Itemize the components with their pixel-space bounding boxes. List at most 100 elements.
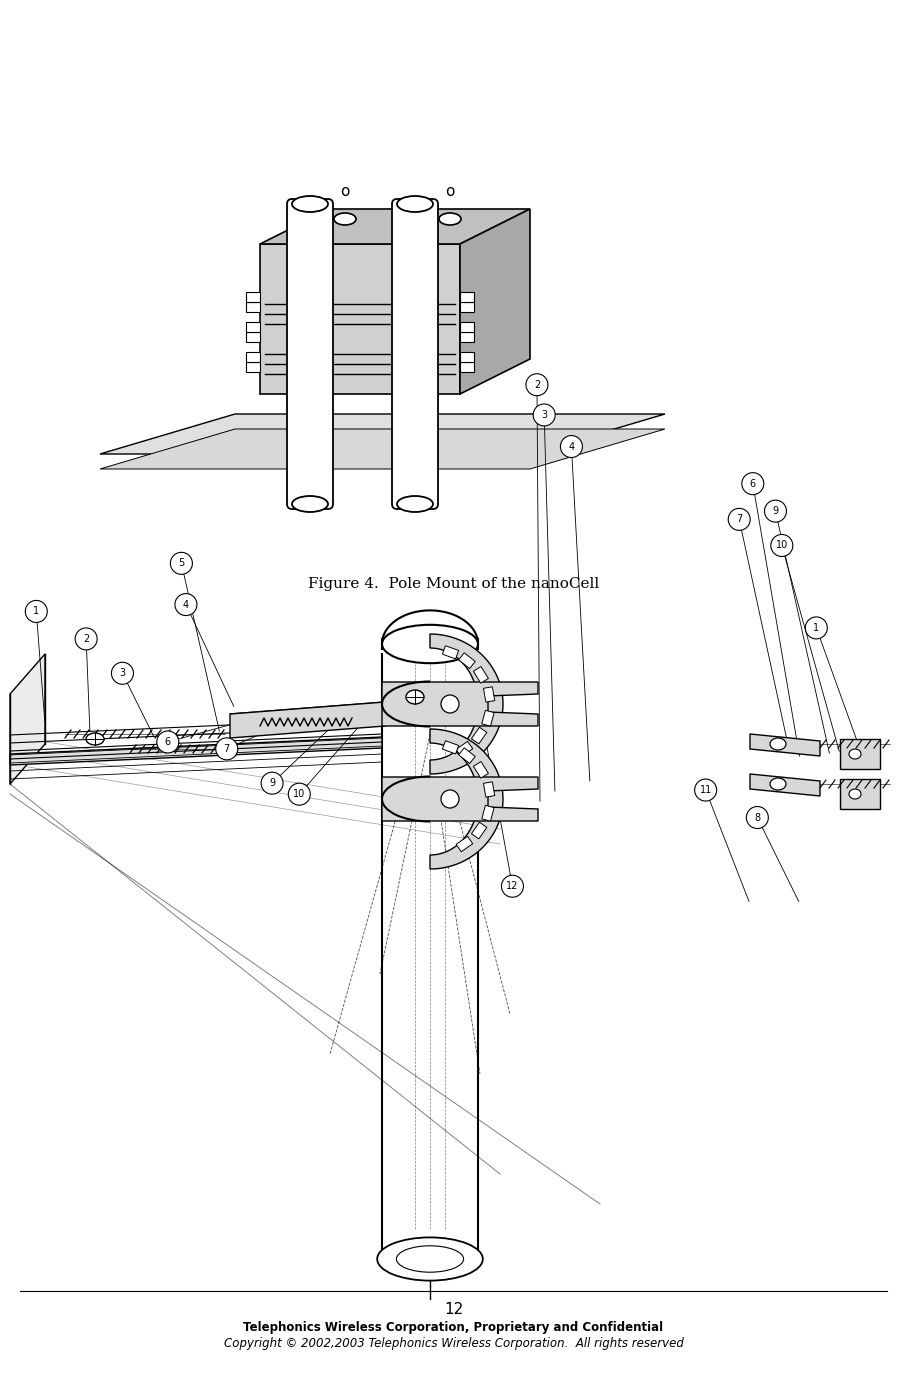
- Bar: [840, 739, 880, 769]
- Ellipse shape: [334, 213, 356, 225]
- Circle shape: [561, 436, 582, 458]
- Text: 8: 8: [755, 812, 760, 823]
- Text: 9: 9: [269, 778, 275, 789]
- Circle shape: [502, 875, 523, 897]
- Text: 6: 6: [165, 736, 171, 747]
- Circle shape: [695, 779, 717, 801]
- Ellipse shape: [382, 625, 478, 664]
- Ellipse shape: [292, 196, 328, 212]
- Bar: [460, 333, 474, 342]
- Text: 6: 6: [750, 478, 756, 489]
- Circle shape: [25, 600, 47, 622]
- Text: o: o: [340, 184, 350, 198]
- Text: o: o: [445, 184, 454, 198]
- Bar: [246, 333, 260, 342]
- Ellipse shape: [397, 496, 433, 513]
- Bar: [246, 361, 260, 372]
- Text: 11: 11: [699, 785, 712, 796]
- Text: 9: 9: [773, 506, 778, 517]
- Circle shape: [746, 807, 768, 829]
- Circle shape: [216, 738, 238, 760]
- Ellipse shape: [770, 778, 786, 790]
- Polygon shape: [456, 837, 473, 852]
- Polygon shape: [473, 666, 488, 683]
- Circle shape: [175, 594, 197, 616]
- Polygon shape: [260, 245, 460, 394]
- Bar: [460, 322, 474, 333]
- Text: Figure 4.  Pole Mount of the nanoCell: Figure 4. Pole Mount of the nanoCell: [307, 577, 600, 591]
- Ellipse shape: [849, 749, 861, 758]
- Ellipse shape: [397, 196, 433, 212]
- Circle shape: [112, 662, 133, 684]
- Bar: [246, 293, 260, 302]
- Polygon shape: [260, 209, 530, 245]
- Polygon shape: [473, 761, 488, 778]
- Bar: [840, 779, 880, 809]
- Circle shape: [805, 617, 827, 639]
- Circle shape: [171, 552, 192, 574]
- Circle shape: [157, 731, 179, 753]
- Text: 10: 10: [293, 789, 306, 800]
- Bar: [246, 322, 260, 333]
- Polygon shape: [459, 747, 475, 764]
- FancyBboxPatch shape: [287, 199, 333, 508]
- Bar: [460, 302, 474, 312]
- Polygon shape: [460, 209, 530, 394]
- Circle shape: [261, 772, 283, 794]
- Ellipse shape: [162, 734, 178, 745]
- Bar: [460, 361, 474, 372]
- Text: 12: 12: [506, 881, 519, 892]
- Text: Telephonics Wireless Corporation, Proprietary and Confidential: Telephonics Wireless Corporation, Propri…: [243, 1320, 664, 1334]
- Text: 2: 2: [83, 633, 89, 644]
- Text: 4: 4: [183, 599, 189, 610]
- Ellipse shape: [441, 790, 459, 808]
- Polygon shape: [100, 429, 665, 469]
- Polygon shape: [482, 805, 494, 822]
- Polygon shape: [750, 774, 820, 796]
- Polygon shape: [443, 741, 459, 754]
- Polygon shape: [459, 653, 475, 669]
- Ellipse shape: [770, 738, 786, 750]
- Text: 7: 7: [736, 514, 742, 525]
- Ellipse shape: [439, 213, 461, 225]
- Circle shape: [771, 534, 793, 556]
- Ellipse shape: [849, 789, 861, 800]
- Bar: [460, 293, 474, 302]
- Polygon shape: [482, 710, 494, 727]
- Polygon shape: [430, 633, 503, 774]
- Circle shape: [533, 404, 555, 426]
- Circle shape: [728, 508, 750, 530]
- Bar: [460, 352, 474, 361]
- Ellipse shape: [292, 496, 328, 513]
- Polygon shape: [382, 682, 538, 725]
- Text: 3: 3: [541, 409, 547, 420]
- Polygon shape: [472, 727, 487, 743]
- Circle shape: [742, 473, 764, 495]
- Polygon shape: [430, 730, 503, 868]
- Text: 7: 7: [224, 743, 229, 754]
- Ellipse shape: [377, 1238, 483, 1281]
- Ellipse shape: [396, 1246, 463, 1272]
- Text: 3: 3: [120, 668, 125, 679]
- Polygon shape: [472, 822, 487, 840]
- Circle shape: [288, 783, 310, 805]
- Circle shape: [765, 500, 786, 522]
- Text: 5: 5: [179, 558, 184, 569]
- Ellipse shape: [441, 695, 459, 713]
- Polygon shape: [443, 646, 459, 660]
- Circle shape: [75, 628, 97, 650]
- Ellipse shape: [406, 690, 424, 703]
- Text: 1: 1: [814, 622, 819, 633]
- Text: Copyright © 2002,2003 Telephonics Wireless Corporation.  All rights reserved: Copyright © 2002,2003 Telephonics Wirele…: [223, 1337, 684, 1351]
- Text: 2: 2: [534, 379, 540, 390]
- Polygon shape: [382, 778, 538, 822]
- Text: 1: 1: [34, 606, 39, 617]
- Circle shape: [526, 374, 548, 396]
- Polygon shape: [230, 702, 385, 738]
- Ellipse shape: [86, 732, 104, 745]
- Polygon shape: [10, 654, 45, 785]
- Text: 10: 10: [775, 540, 788, 551]
- FancyBboxPatch shape: [392, 199, 438, 508]
- Polygon shape: [483, 687, 494, 702]
- Text: 4: 4: [569, 441, 574, 452]
